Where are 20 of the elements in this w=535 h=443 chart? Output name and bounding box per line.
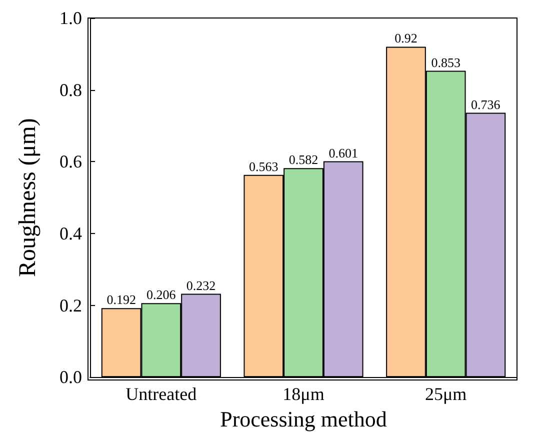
data-label: 0.192 bbox=[106, 292, 136, 308]
data-label: 0.582 bbox=[288, 152, 318, 168]
data-label: 0.232 bbox=[186, 278, 216, 293]
y-tick-label: 0.0 bbox=[60, 367, 82, 388]
y-tick-label: 0.2 bbox=[60, 295, 82, 316]
data-label: 0.92 bbox=[394, 30, 418, 46]
data-label: 0.736 bbox=[471, 96, 501, 112]
y-tick-label: 1.0 bbox=[60, 8, 82, 28]
x-tick-label: 18μm bbox=[282, 384, 324, 404]
data-label: 0.563 bbox=[249, 158, 278, 174]
data-label: 0.853 bbox=[431, 54, 460, 70]
y-tick-label: 0.8 bbox=[60, 80, 82, 100]
x-axis-title: Processing method bbox=[220, 406, 387, 432]
x-tick-label: 25μm bbox=[425, 384, 467, 404]
x-tick-label: Untreated bbox=[126, 384, 197, 404]
y-axis-title: Roughness (μm) bbox=[15, 118, 41, 277]
y-tick-label: 0.4 bbox=[60, 223, 82, 244]
data-label: 0.601 bbox=[328, 145, 358, 160]
data-label: 0.206 bbox=[146, 287, 176, 302]
y-tick-label: 0.6 bbox=[60, 152, 82, 172]
